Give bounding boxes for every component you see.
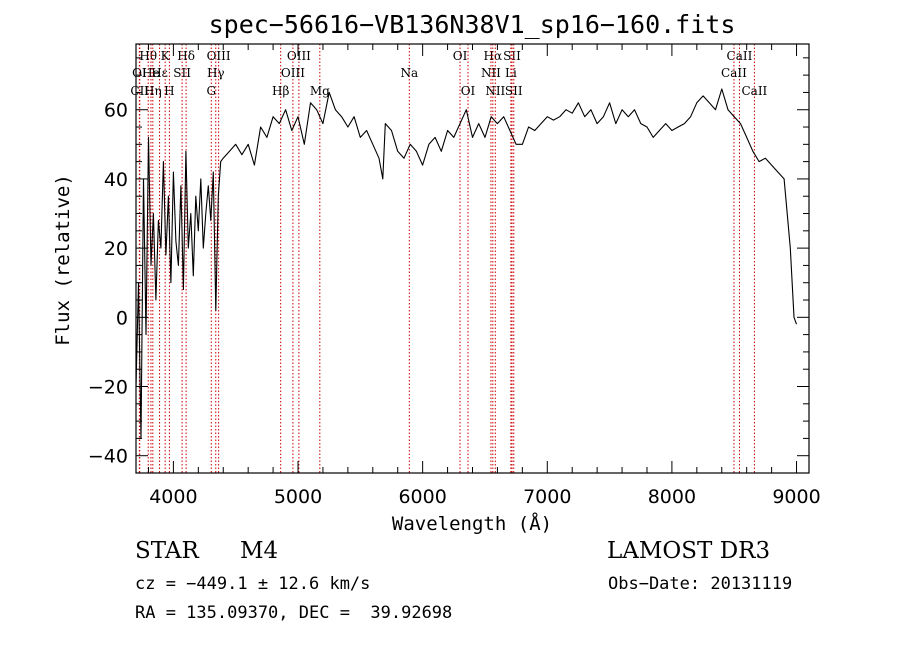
marker-label: Hε xyxy=(151,66,168,80)
object-subclass: M4 xyxy=(240,538,279,564)
marker-label: Hη xyxy=(144,84,162,98)
x-tick-label: 4000 xyxy=(149,486,197,508)
marker-label: OIII xyxy=(207,49,231,63)
obs-date: Obs−Date: 20131119 xyxy=(608,574,793,594)
survey-name: LAMOST DR3 xyxy=(607,538,771,564)
marker-label: Hβ xyxy=(272,84,289,98)
y-tick-label: 60 xyxy=(104,100,128,122)
marker-label: Hγ xyxy=(207,66,225,80)
marker-label: Hδ xyxy=(177,49,195,63)
marker-label: CaII xyxy=(741,84,767,98)
marker-label: K xyxy=(161,49,171,63)
x-tick-label: 5000 xyxy=(274,486,322,508)
spectrum-line xyxy=(136,88,798,439)
chart-title: spec−56616−VB136N38V1_sp16−160.fits xyxy=(209,10,736,39)
x-axis-label: Wavelength (Å) xyxy=(392,512,552,535)
y-tick-label: 40 xyxy=(104,169,128,191)
spectrum-chart: spec−56616−VB136N38V1_sp16−160.fits Hθ K H… xyxy=(52,10,821,535)
marker-label: Hα xyxy=(484,49,503,63)
x-tick-label: 8000 xyxy=(648,486,696,508)
y-tick-label: 0 xyxy=(116,307,128,329)
redshift-cz: cz = −449.1 ± 12.6 km/s xyxy=(135,574,371,594)
x-tick-label: 6000 xyxy=(398,486,446,508)
marker-label: OIII xyxy=(287,49,311,63)
marker-label: Na xyxy=(400,66,418,80)
x-tick-label: 7000 xyxy=(523,486,571,508)
marker-label: G xyxy=(206,84,216,98)
marker-label: He xyxy=(142,66,160,80)
marker-label: SII xyxy=(505,84,523,98)
marker-label: NII xyxy=(481,66,501,80)
y-tick-label: −20 xyxy=(88,377,128,399)
y-axis-label: Flux (relative) xyxy=(52,174,74,346)
marker-label: Mg xyxy=(310,84,330,98)
marker-label: Li xyxy=(505,66,517,80)
marker-label: NII xyxy=(485,84,505,98)
coordinates: RA = 135.09370, DEC = 39.92698 xyxy=(135,603,453,623)
marker-label: OI xyxy=(461,84,476,98)
marker-label: CaII xyxy=(721,66,747,80)
plot-frame xyxy=(135,43,810,474)
marker-label: OI xyxy=(453,49,468,63)
marker-label: Hθ xyxy=(139,49,157,63)
marker-label: SII xyxy=(503,49,521,63)
marker-label: CII xyxy=(130,84,149,98)
y-tick-label: 20 xyxy=(104,238,128,260)
axis-ticks: 4000 5000 6000 7000 8000 9000 −40 −20 0 20 40 60 xyxy=(88,44,821,508)
y-tick-label: −40 xyxy=(88,446,128,468)
marker-label: H xyxy=(164,84,174,98)
object-class: STAR xyxy=(135,538,199,564)
marker-label: OIII xyxy=(281,66,305,80)
x-tick-label: 9000 xyxy=(772,486,820,508)
marker-label: CaII xyxy=(727,49,753,63)
marker-label: SII xyxy=(173,66,191,80)
